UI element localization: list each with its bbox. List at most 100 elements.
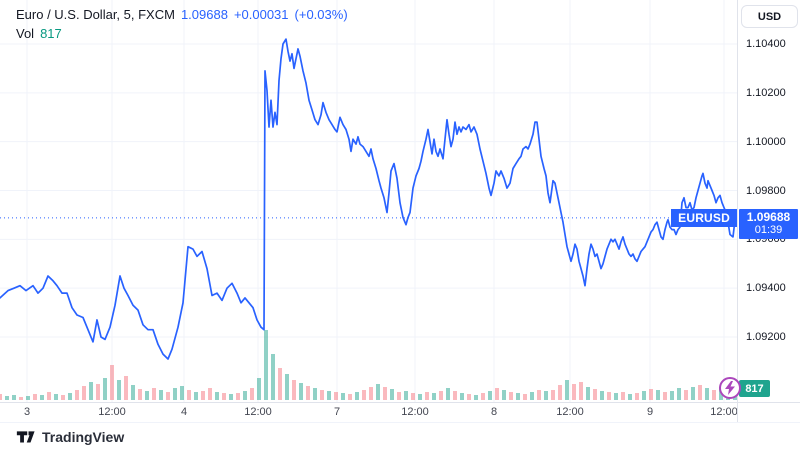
- volume-bar: [586, 387, 590, 400]
- time-tick-label: 3: [23, 406, 31, 418]
- volume-bar: [341, 393, 345, 400]
- volume-bar: [621, 392, 625, 400]
- time-tick-label: 12:00: [556, 406, 584, 418]
- volume-bar: [362, 390, 366, 400]
- axis-corner-divider: [737, 403, 738, 422]
- volume-bar: [152, 388, 156, 400]
- volume-bar: [194, 392, 198, 400]
- volume-bar: [96, 384, 100, 400]
- volume-bar: [327, 391, 331, 400]
- volume-bar: [201, 391, 205, 400]
- volume-bar: [614, 393, 618, 400]
- volume-bar: [432, 393, 436, 400]
- volume-bar: [397, 392, 401, 400]
- volume-bar: [376, 384, 380, 400]
- time-tick-label: 12:00: [244, 406, 272, 418]
- lightning-icon: [719, 377, 741, 399]
- volume-bar: [250, 388, 254, 400]
- volume-bar: [488, 391, 492, 400]
- volume-bar: [19, 397, 23, 400]
- volume-bar: [390, 389, 394, 400]
- volume-bar: [159, 390, 163, 400]
- volume-bar: [110, 365, 114, 400]
- price-line-series: [0, 38, 736, 360]
- tradingview-logo-text: TradingView: [42, 428, 125, 445]
- currency-button[interactable]: USD: [741, 5, 798, 28]
- volume-bar: [481, 393, 485, 400]
- bar-countdown: 01:39: [754, 223, 783, 236]
- volume-bar: [544, 391, 548, 400]
- volume-bar: [383, 387, 387, 400]
- volume-bar: [243, 391, 247, 400]
- volume-bar: [600, 391, 604, 400]
- current-price-badge: 1.09688 01:39: [739, 208, 798, 239]
- volume-bar: [649, 389, 653, 400]
- volume-bar: [222, 393, 226, 400]
- volume-bar: [103, 378, 107, 400]
- volume-bar: [61, 395, 65, 400]
- tradingview-logo-link[interactable]: TradingView: [16, 427, 124, 446]
- volume-bar: [257, 378, 261, 400]
- chart-legend: Euro / U.S. Dollar, 5, FXCM 1.09688 +0.0…: [16, 6, 348, 43]
- price-change: +0.00031: [233, 7, 289, 22]
- volume-axis-badge: 817: [739, 380, 770, 397]
- price-tick-label: 1.09400: [746, 282, 786, 295]
- volume-bar: [348, 394, 352, 400]
- volume-bar: [271, 354, 275, 400]
- time-tick-label: 4: [180, 406, 188, 418]
- price-tick-label: 1.09800: [746, 184, 786, 197]
- volume-bar: [89, 382, 93, 400]
- volume-bar: [124, 376, 128, 400]
- time-tick-label: 9: [646, 406, 654, 418]
- volume-bar: [75, 390, 79, 400]
- price-change-percent: (+0.03%): [294, 7, 348, 22]
- symbol-price-label-badge: EURUSD: [671, 208, 737, 227]
- volume-bar: [572, 384, 576, 400]
- volume-bar: [460, 393, 464, 400]
- volume-bar: [54, 394, 58, 400]
- tradingview-logo-icon: [16, 427, 35, 446]
- time-axis[interactable]: 3 12:00 4 12:00 7 12:00 8 12:00 9 12:00: [0, 402, 800, 423]
- volume-bar: [215, 392, 219, 400]
- price-tick-label: 1.10000: [746, 135, 786, 148]
- price-axis[interactable]: 1.10400 1.10200 1.10000 1.09800 1.09600 1.094…: [737, 0, 800, 402]
- volume-bar: [173, 388, 177, 400]
- volume-bar: [180, 386, 184, 400]
- volume-bar: [635, 393, 639, 400]
- volume-bar: [495, 388, 499, 400]
- volume-bar: [285, 374, 289, 400]
- volume-bar: [208, 388, 212, 400]
- volume-bar: [565, 380, 569, 400]
- volume-bar: [334, 392, 338, 400]
- volume-bar: [642, 391, 646, 400]
- volume-bar: [691, 387, 695, 400]
- volume-bar: [320, 390, 324, 400]
- chart-pane[interactable]: [0, 0, 737, 402]
- last-price: 1.09688: [180, 7, 228, 22]
- volume-bar: [523, 394, 527, 400]
- volume-bar: [236, 393, 240, 400]
- price-tick-label: 1.09200: [746, 331, 786, 343]
- time-tick-label: 12:00: [710, 406, 737, 418]
- volume-value: 817: [40, 26, 62, 41]
- volume-bar: [145, 391, 149, 400]
- volume-bar: [453, 391, 457, 400]
- symbol-title[interactable]: Euro / U.S. Dollar, 5, FXCM: [16, 7, 175, 22]
- volume-bar: [229, 394, 233, 400]
- price-chart-svg[interactable]: [0, 0, 737, 402]
- volume-bar: [677, 388, 681, 400]
- time-axis-labels: 3 12:00 4 12:00 7 12:00 8 12:00 9 12:00: [0, 403, 737, 422]
- price-tick-label: 1.10200: [746, 86, 786, 99]
- volume-bar: [705, 388, 709, 400]
- volume-label[interactable]: Vol: [16, 26, 35, 41]
- volume-bar: [656, 390, 660, 400]
- volume-bar: [33, 394, 37, 400]
- volume-bar: [278, 368, 282, 400]
- current-price-value: 1.09688: [746, 209, 791, 224]
- volume-bar: [439, 391, 443, 400]
- volume-bar: [502, 390, 506, 400]
- volume-bar: [551, 390, 555, 400]
- volume-bar: [292, 380, 296, 400]
- volume-bar: [187, 390, 191, 400]
